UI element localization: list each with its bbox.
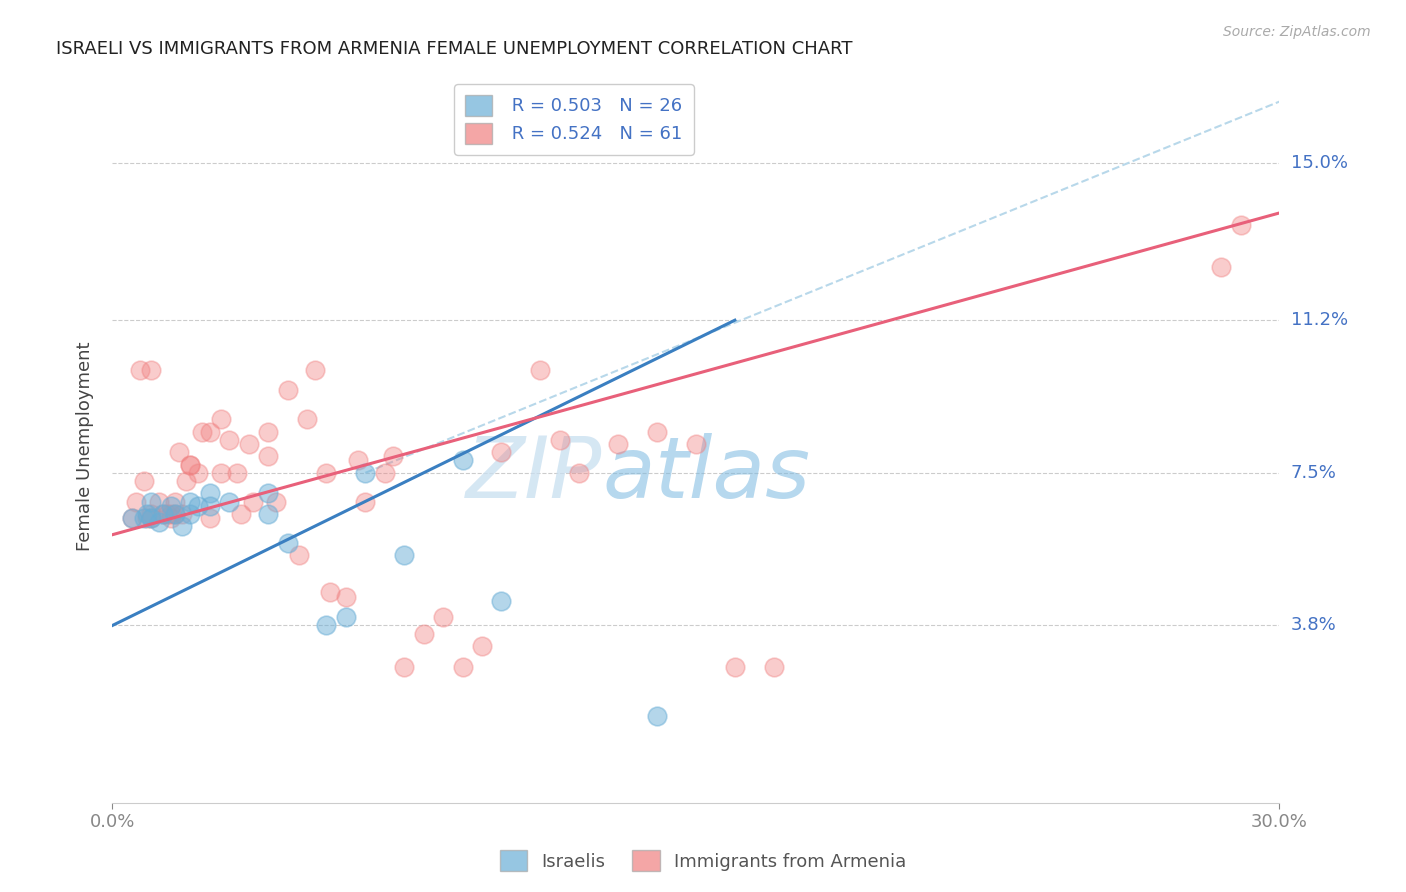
Legend: Israelis, Immigrants from Armenia: Israelis, Immigrants from Armenia [492, 843, 914, 879]
Y-axis label: Female Unemployment: Female Unemployment [76, 342, 94, 550]
Point [257, 450, 280, 464]
Point [645, 709, 668, 723]
Point [148, 494, 170, 508]
Point [276, 536, 298, 550]
Point [257, 486, 280, 500]
Point [176, 474, 198, 488]
Point [141, 511, 163, 525]
Text: atlas: atlas [603, 433, 811, 516]
Point [354, 494, 377, 508]
Point [156, 507, 179, 521]
Point [163, 507, 186, 521]
Text: 11.2%: 11.2% [1291, 311, 1348, 329]
Point [141, 507, 163, 521]
Point [179, 458, 201, 472]
Point [179, 458, 201, 472]
Point [167, 445, 190, 459]
Point [172, 519, 194, 533]
Point [198, 425, 221, 439]
Point [315, 466, 337, 480]
Point [141, 494, 163, 508]
Point [354, 466, 377, 480]
Point [226, 466, 249, 480]
Point [152, 507, 174, 521]
Text: 3.8%: 3.8% [1291, 616, 1336, 634]
Point [218, 433, 240, 447]
Point [198, 499, 221, 513]
Point [451, 453, 474, 467]
Point [264, 494, 287, 508]
Point [132, 474, 155, 488]
Point [304, 362, 326, 376]
Point [392, 549, 416, 563]
Point [568, 466, 591, 480]
Point [136, 507, 159, 521]
Point [198, 486, 221, 500]
Point [724, 659, 747, 673]
Point [209, 466, 232, 480]
Point [141, 362, 163, 376]
Point [238, 437, 260, 451]
Point [125, 494, 148, 508]
Point [179, 507, 201, 521]
Point [315, 618, 337, 632]
Point [136, 511, 159, 525]
Point [242, 494, 264, 508]
Point [335, 590, 357, 604]
Point [132, 511, 155, 525]
Point [257, 507, 280, 521]
Point [548, 433, 571, 447]
Point [160, 499, 183, 513]
Point [374, 466, 396, 480]
Text: Source: ZipAtlas.com: Source: ZipAtlas.com [1223, 25, 1371, 39]
Point [148, 516, 170, 530]
Point [163, 494, 186, 508]
Point [529, 362, 551, 376]
Point [198, 511, 221, 525]
Point [319, 585, 342, 599]
Point [152, 507, 174, 521]
Point [276, 384, 298, 398]
Point [762, 659, 785, 673]
Point [163, 507, 186, 521]
Point [645, 425, 668, 439]
Point [381, 450, 404, 464]
Point [172, 507, 194, 521]
Point [346, 453, 368, 467]
Point [412, 626, 434, 640]
Point [191, 425, 214, 439]
Point [685, 437, 707, 451]
Legend:  R = 0.503   N = 26,  R = 0.524   N = 61: R = 0.503 N = 26, R = 0.524 N = 61 [454, 84, 693, 154]
Text: ISRAELI VS IMMIGRANTS FROM ARMENIA FEMALE UNEMPLOYMENT CORRELATION CHART: ISRAELI VS IMMIGRANTS FROM ARMENIA FEMAL… [56, 40, 853, 58]
Point [295, 412, 318, 426]
Point [128, 362, 150, 376]
Point [392, 659, 416, 673]
Point [160, 507, 183, 521]
Point [257, 425, 280, 439]
Point [1229, 219, 1251, 233]
Point [187, 466, 209, 480]
Point [121, 511, 143, 525]
Point [491, 593, 513, 607]
Point [471, 639, 494, 653]
Point [335, 610, 357, 624]
Point [432, 610, 454, 624]
Text: ZIP: ZIP [467, 433, 603, 516]
Point [160, 511, 183, 525]
Point [229, 507, 252, 521]
Text: 7.5%: 7.5% [1291, 464, 1337, 482]
Point [187, 499, 209, 513]
Point [607, 437, 630, 451]
Point [1209, 260, 1232, 274]
Point [141, 511, 163, 525]
Point [218, 494, 240, 508]
Point [288, 549, 311, 563]
Point [179, 494, 201, 508]
Point [491, 445, 513, 459]
Point [451, 659, 474, 673]
Point [121, 511, 143, 525]
Text: 15.0%: 15.0% [1291, 154, 1347, 172]
Point [209, 412, 232, 426]
